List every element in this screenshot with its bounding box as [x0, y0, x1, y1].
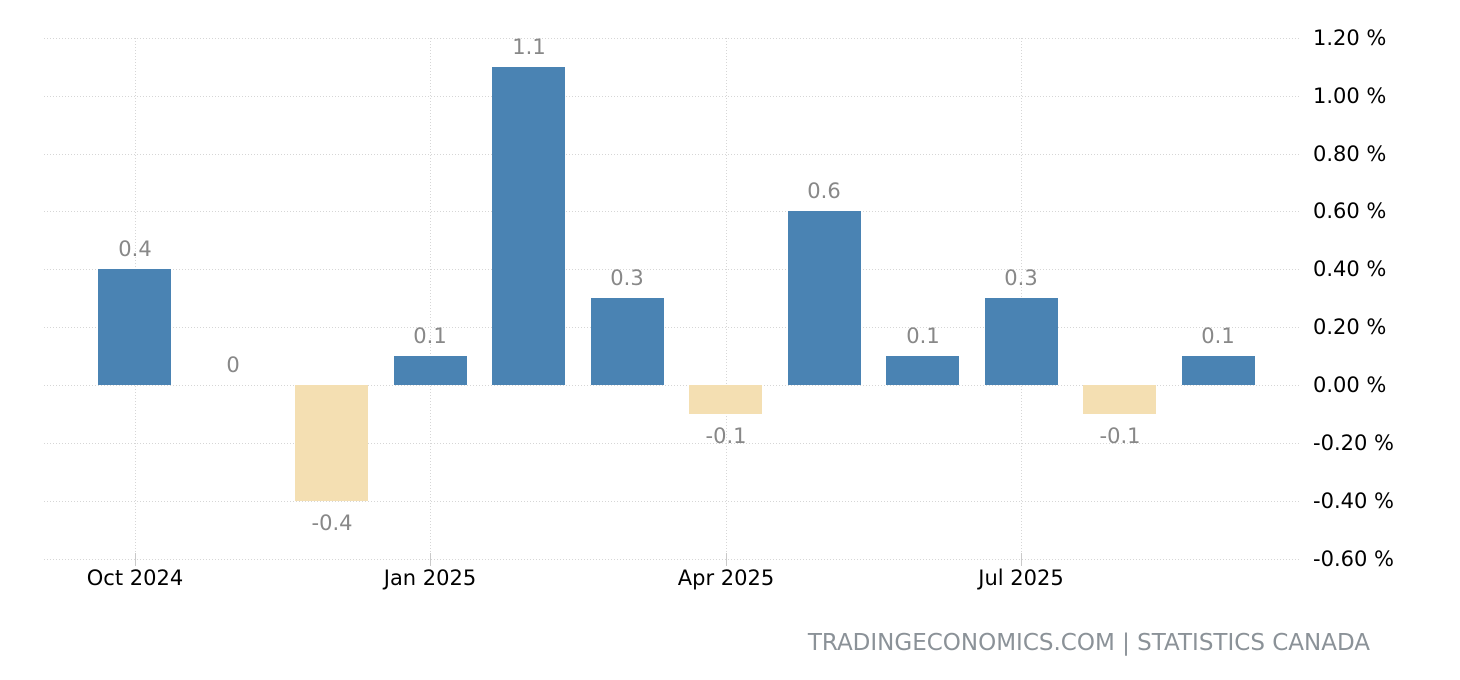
y-axis-tick-label: 1.00 %: [1313, 84, 1387, 108]
bar-value-label: 0.1: [1201, 324, 1235, 348]
y-axis-tick-label: 1.20 %: [1313, 26, 1387, 50]
attribution-text: TRADINGECONOMICS.COM | STATISTICS CANADA: [807, 630, 1370, 656]
x-axis-tick-label: Jan 2025: [383, 566, 477, 590]
bar-oct-2024: [98, 269, 171, 385]
bar-feb-2025: [492, 67, 565, 385]
bar-value-label: -0.1: [1099, 424, 1141, 448]
y-gridline: [44, 38, 1300, 39]
x-axis-tick-label: Jul 2025: [978, 566, 1064, 590]
bar-aug-2025: [1083, 385, 1156, 414]
bar-value-label: 0.3: [1004, 266, 1038, 290]
y-gridline: [44, 559, 1300, 560]
y-gridline: [44, 327, 1300, 328]
y-gridline: [44, 443, 1300, 444]
y-gridline: [44, 154, 1300, 155]
y-axis-tick-label: 0.00 %: [1313, 373, 1387, 397]
x-axis-tick: [1021, 553, 1022, 566]
bar-value-label: 0.4: [118, 237, 152, 261]
bar-value-label: -0.1: [705, 424, 747, 448]
bar-mar-2025: [591, 298, 664, 385]
bar-value-label: 0.6: [807, 179, 841, 203]
y-axis-tick-label: 0.20 %: [1313, 315, 1387, 339]
bar-jun-2025: [886, 356, 959, 385]
bar-value-label: 0.3: [610, 266, 644, 290]
x-axis-tick-label: Oct 2024: [86, 566, 184, 590]
x-gridline: [726, 38, 727, 559]
y-axis-tick-label: 0.80 %: [1313, 142, 1387, 166]
y-gridline: [44, 501, 1300, 502]
x-axis-tick: [135, 553, 136, 566]
bar-dec-2024: [295, 385, 368, 501]
bar-value-label: 1.1: [512, 35, 546, 59]
y-gridline: [44, 96, 1300, 97]
bar-apr-2025: [689, 385, 762, 414]
bar-value-label: 0.1: [906, 324, 940, 348]
y-gridline: [44, 385, 1300, 386]
y-gridline: [44, 269, 1300, 270]
bar-may-2025: [788, 211, 861, 385]
y-axis-tick-label: 0.60 %: [1313, 199, 1387, 223]
y-axis-tick-label: -0.40 %: [1313, 489, 1394, 513]
y-axis-tick-label: -0.20 %: [1313, 431, 1394, 455]
bar-value-label: 0: [226, 353, 240, 377]
y-axis-tick-label: -0.60 %: [1313, 547, 1394, 571]
x-gridline: [430, 38, 431, 559]
x-axis-tick: [726, 553, 727, 566]
bar-sep-2025: [1182, 356, 1255, 385]
bar-jul-2025: [985, 298, 1058, 385]
y-gridline: [44, 211, 1300, 212]
x-axis-tick-label: Apr 2025: [677, 566, 775, 590]
y-axis-tick-label: 0.40 %: [1313, 257, 1387, 281]
bar-jan-2025: [394, 356, 467, 385]
bar-value-label: -0.4: [311, 511, 353, 535]
x-axis-tick: [430, 553, 431, 566]
bar-value-label: 0.1: [413, 324, 447, 348]
